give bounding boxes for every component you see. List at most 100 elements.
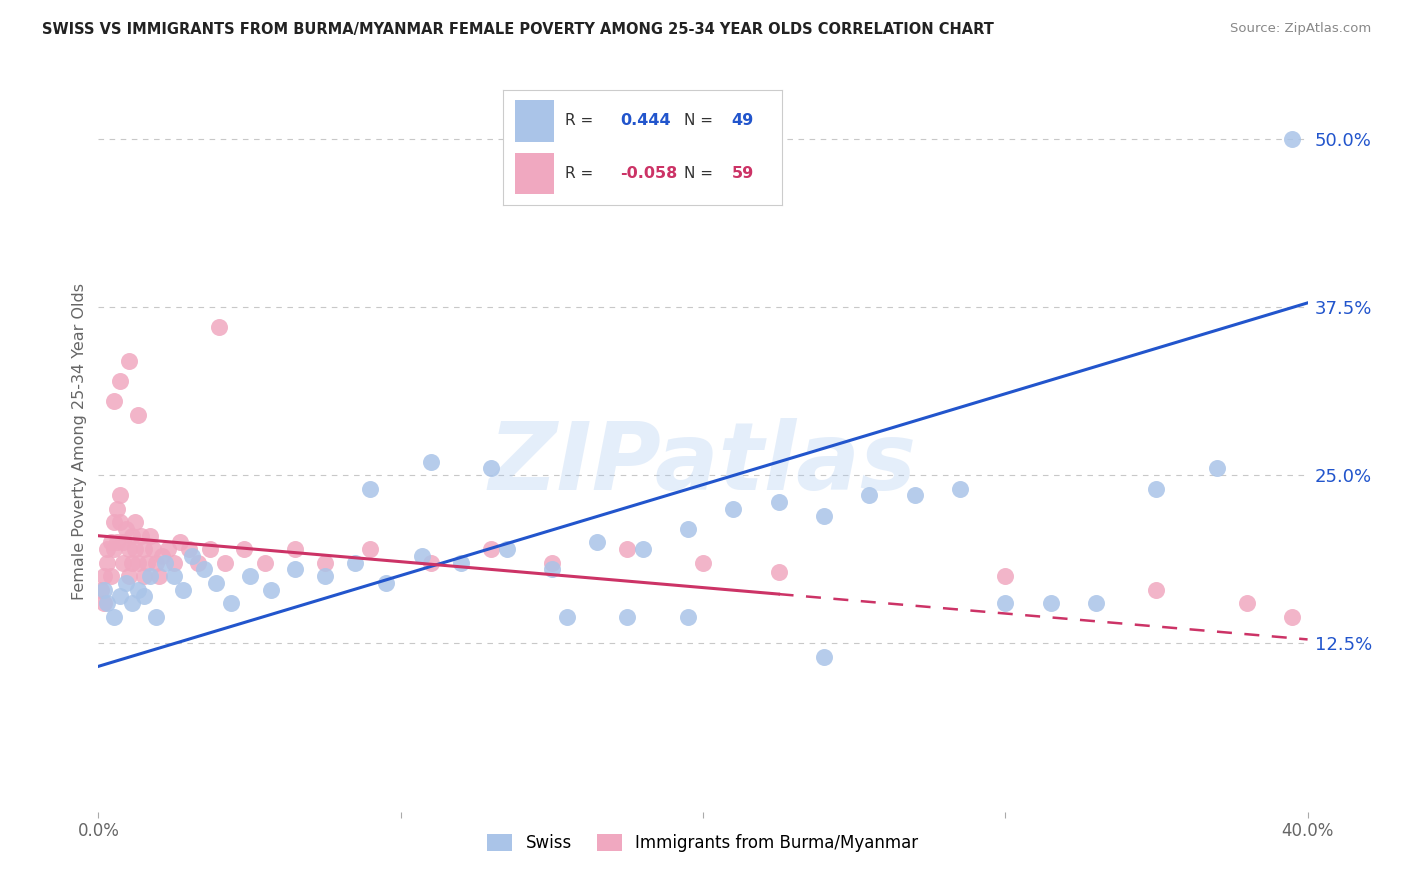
- Point: [132, 542, 155, 557]
- Point: [1144, 582, 1167, 597]
- Point: [616, 542, 638, 557]
- Point: [200, 542, 222, 557]
- Point: [93, 569, 115, 583]
- Point: [132, 590, 155, 604]
- Point: [1085, 596, 1108, 610]
- Point: [676, 609, 699, 624]
- Point: [676, 522, 699, 536]
- Point: [124, 516, 146, 530]
- Point: [108, 516, 131, 530]
- Point: [121, 556, 143, 570]
- Point: [172, 582, 194, 597]
- Point: [96, 556, 118, 570]
- Point: [139, 569, 162, 583]
- Point: [768, 565, 790, 579]
- Point: [93, 582, 115, 597]
- Point: [111, 556, 134, 570]
- Point: [232, 542, 254, 557]
- Point: [813, 508, 835, 523]
- Point: [148, 569, 170, 583]
- Point: [127, 556, 149, 570]
- Point: [127, 408, 149, 422]
- Point: [127, 582, 149, 597]
- Point: [1281, 131, 1303, 145]
- Point: [1281, 609, 1303, 624]
- Point: [96, 596, 118, 610]
- Point: [90, 582, 112, 597]
- Point: [344, 556, 367, 570]
- Point: [105, 535, 128, 549]
- Point: [360, 542, 382, 557]
- Point: [221, 596, 243, 610]
- Point: [450, 556, 472, 570]
- Point: [420, 556, 443, 570]
- Point: [481, 542, 503, 557]
- Point: [723, 501, 745, 516]
- Point: [163, 556, 186, 570]
- Point: [239, 569, 262, 583]
- Point: [145, 609, 167, 624]
- Point: [1236, 596, 1258, 610]
- Point: [540, 556, 562, 570]
- Point: [121, 596, 143, 610]
- Point: [360, 482, 382, 496]
- Point: [135, 556, 157, 570]
- Point: [103, 516, 125, 530]
- Point: [181, 549, 204, 563]
- Point: [631, 542, 654, 557]
- Point: [156, 542, 179, 557]
- Point: [314, 569, 336, 583]
- Point: [994, 596, 1017, 610]
- Point: [118, 353, 141, 368]
- Point: [114, 575, 136, 590]
- Point: [813, 649, 835, 664]
- Point: [1206, 461, 1229, 475]
- Point: [904, 488, 927, 502]
- Point: [100, 569, 122, 583]
- Point: [139, 529, 162, 543]
- Point: [153, 556, 176, 570]
- Text: ZIPatlas: ZIPatlas: [489, 417, 917, 509]
- Point: [93, 596, 115, 610]
- Text: Source: ZipAtlas.com: Source: ZipAtlas.com: [1230, 22, 1371, 36]
- Point: [374, 575, 396, 590]
- Point: [205, 575, 228, 590]
- Point: [616, 609, 638, 624]
- Point: [1039, 596, 1062, 610]
- Point: [420, 455, 443, 469]
- Point: [193, 562, 215, 576]
- Point: [114, 522, 136, 536]
- Y-axis label: Female Poverty Among 25-34 Year Olds: Female Poverty Among 25-34 Year Olds: [72, 283, 87, 600]
- Point: [692, 556, 714, 570]
- Point: [1144, 482, 1167, 496]
- Point: [187, 556, 209, 570]
- Legend: Swiss, Immigrants from Burma/Myanmar: Swiss, Immigrants from Burma/Myanmar: [481, 828, 925, 859]
- Point: [768, 495, 790, 509]
- Point: [142, 542, 165, 557]
- Point: [129, 529, 152, 543]
- Point: [481, 461, 503, 475]
- Point: [132, 569, 155, 583]
- Point: [253, 556, 276, 570]
- Point: [100, 535, 122, 549]
- Point: [540, 562, 562, 576]
- Point: [108, 590, 131, 604]
- Point: [145, 556, 167, 570]
- Point: [103, 542, 125, 557]
- Point: [284, 542, 307, 557]
- Point: [105, 501, 128, 516]
- Point: [260, 582, 283, 597]
- Text: SWISS VS IMMIGRANTS FROM BURMA/MYANMAR FEMALE POVERTY AMONG 25-34 YEAR OLDS CORR: SWISS VS IMMIGRANTS FROM BURMA/MYANMAR F…: [42, 22, 994, 37]
- Point: [314, 556, 336, 570]
- Point: [111, 535, 134, 549]
- Point: [555, 609, 578, 624]
- Point: [169, 535, 191, 549]
- Point: [103, 394, 125, 409]
- Point: [96, 542, 118, 557]
- Point: [586, 535, 609, 549]
- Point: [179, 542, 201, 557]
- Point: [163, 569, 186, 583]
- Point: [994, 569, 1017, 583]
- Point: [150, 549, 173, 563]
- Point: [118, 569, 141, 583]
